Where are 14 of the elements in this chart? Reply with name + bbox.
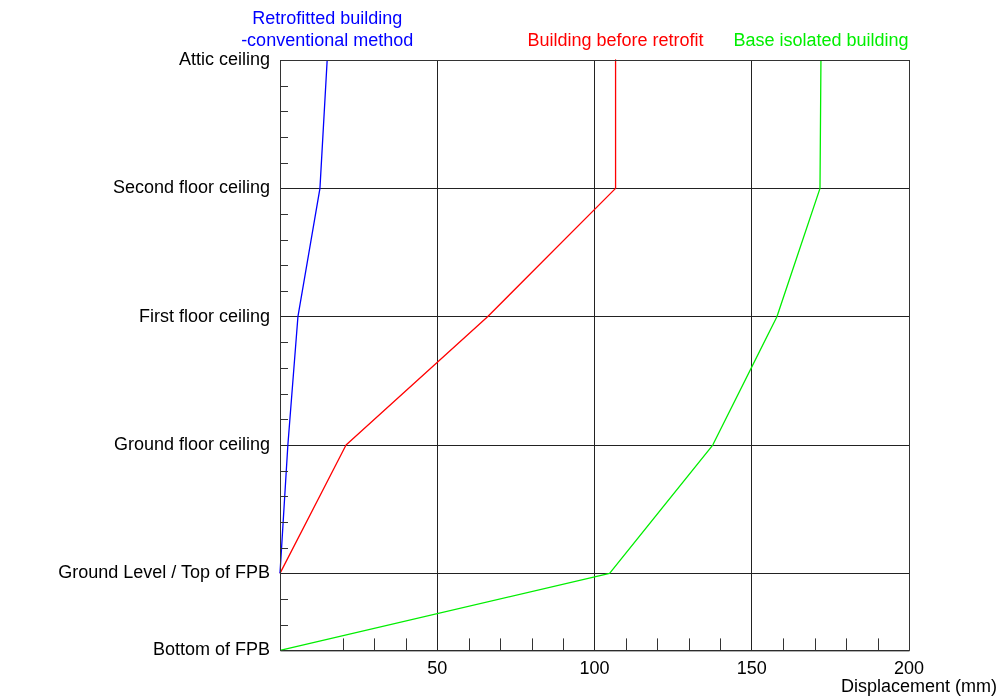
y-tick-label: Ground Level / Top of FPB: [58, 562, 270, 583]
y-tick-label: Attic ceiling: [178, 48, 270, 69]
series-label: Building before retrofit: [527, 30, 704, 50]
y-tick-label: Second floor ceiling: [112, 177, 270, 198]
x-tick-label: 50: [427, 658, 448, 679]
series-label: Base isolated building: [733, 30, 909, 50]
y-tick-label: First floor ceiling: [138, 305, 270, 326]
series-label: Retrofitted building -conventional method: [241, 8, 414, 50]
y-tick-label: Ground floor ceiling: [113, 434, 270, 455]
x-tick-label: 150: [736, 658, 767, 679]
x-tick-label: 100: [579, 658, 610, 679]
x-tick-label: 200: [893, 658, 925, 679]
y-tick-label: Bottom of FPB: [152, 639, 270, 660]
x-axis-title: Displacement (mm): [840, 676, 997, 696]
